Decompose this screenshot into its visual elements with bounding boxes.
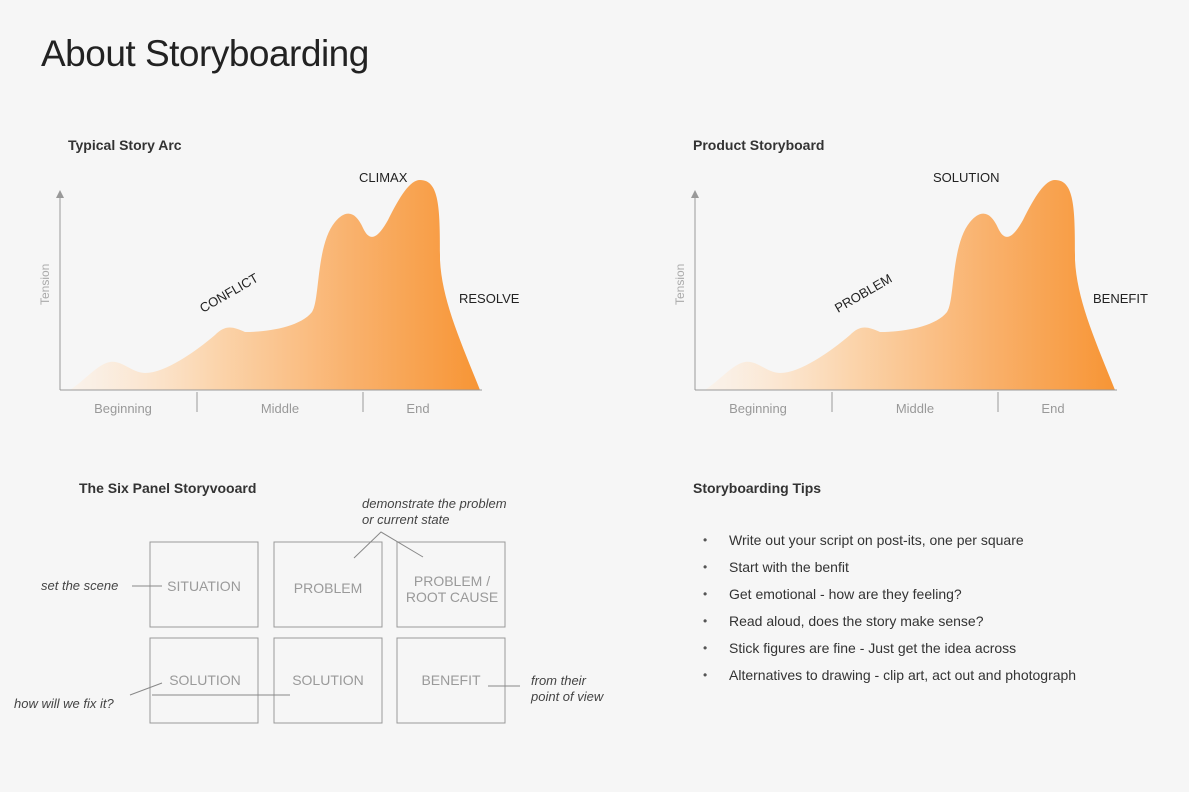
panel-root-cause <box>396 541 506 628</box>
arc-label-rising: PROBLEM <box>832 271 895 316</box>
tip-text: Alternatives to drawing - clip art, act … <box>729 667 1077 683</box>
arc-label-falling: RESOLVE <box>459 291 520 306</box>
panel-label: PROBLEM / <box>414 573 490 589</box>
six-panel-title: The Six Panel Storyvooard <box>79 480 257 496</box>
tip-item: • Stick figures are fine - Just get the i… <box>703 639 1076 666</box>
six-panel-grid: SITUATION PROBLEM PROBLEM / ROOT CAUSE S… <box>14 496 605 724</box>
bullet-icon: • <box>703 560 708 574</box>
bullet-icon: • <box>703 641 708 655</box>
annotation-problem: demonstrate the problem <box>362 496 507 511</box>
bullet-icon: • <box>703 587 708 601</box>
panel-solution-2 <box>273 637 383 724</box>
bullet-icon: • <box>703 533 708 547</box>
segment-label-beginning: Beginning <box>94 401 152 416</box>
story-arc-area <box>70 180 480 390</box>
segment-label-beginning: Beginning <box>729 401 787 416</box>
panel-label: SOLUTION <box>292 672 364 688</box>
tip-text: Write out your script on post-its, one p… <box>729 532 1024 548</box>
tip-text: Start with the benfit <box>729 559 849 575</box>
story-arc-title: Typical Story Arc <box>68 137 182 153</box>
panel-label: PROBLEM <box>294 580 362 596</box>
story-arc-chart: Tension Beginning Middle End CONFLICT CL… <box>38 170 520 416</box>
panel-label: BENEFIT <box>421 672 481 688</box>
bullet-icon: • <box>703 668 708 682</box>
panel-problem <box>273 541 383 628</box>
annotation-benefit: from their <box>531 673 587 688</box>
product-arc-area <box>705 180 1115 390</box>
annotation-scene: set the scene <box>41 578 118 593</box>
tip-item: • Get emotional - how are they feeling? <box>703 585 1076 612</box>
tips-list: • Write out your script on post-its, one … <box>703 531 1076 693</box>
annotation-fix: how will we fix it? <box>14 696 114 711</box>
y-axis-label: Tension <box>673 264 687 305</box>
segment-label-end: End <box>1041 401 1064 416</box>
tip-text: Get emotional - how are they feeling? <box>729 586 962 602</box>
tip-item: • Write out your script on post-its, one … <box>703 531 1076 558</box>
tips-title: Storyboarding Tips <box>693 480 822 496</box>
arc-label-falling: BENEFIT <box>1093 291 1148 306</box>
tip-text: Stick figures are fine - Just get the id… <box>729 640 1017 656</box>
annotation-problem: or current state <box>362 512 449 527</box>
tip-item: • Alternatives to drawing - clip art, act… <box>703 666 1076 693</box>
panel-label: ROOT CAUSE <box>406 589 498 605</box>
arc-label-rising: CONFLICT <box>197 270 261 316</box>
panel-situation <box>149 541 259 628</box>
panel-label: SITUATION <box>167 578 241 594</box>
tip-item: • Start with the benfit <box>703 558 1076 585</box>
tip-item: • Read aloud, does the story make sense? <box>703 612 1076 639</box>
leader-line <box>353 531 424 559</box>
leader-line <box>129 682 163 696</box>
arc-label-peak: SOLUTION <box>933 170 999 185</box>
tip-text: Read aloud, does the story make sense? <box>729 613 984 629</box>
segment-label-end: End <box>406 401 429 416</box>
panel-solution-1 <box>149 637 259 724</box>
page-title: About Storyboarding <box>41 33 369 74</box>
product-storyboard-chart: Tension Beginning Middle End PROBLEM SOL… <box>673 170 1148 416</box>
bullet-icon: • <box>703 614 708 628</box>
panel-benefit <box>396 637 506 724</box>
y-axis-label: Tension <box>38 264 52 305</box>
panel-label: SOLUTION <box>169 672 241 688</box>
product-storyboard-title: Product Storyboard <box>693 137 825 153</box>
annotation-benefit: point of view <box>530 689 605 704</box>
segment-label-middle: Middle <box>261 401 299 416</box>
arc-label-peak: CLIMAX <box>359 170 408 185</box>
segment-label-middle: Middle <box>896 401 934 416</box>
